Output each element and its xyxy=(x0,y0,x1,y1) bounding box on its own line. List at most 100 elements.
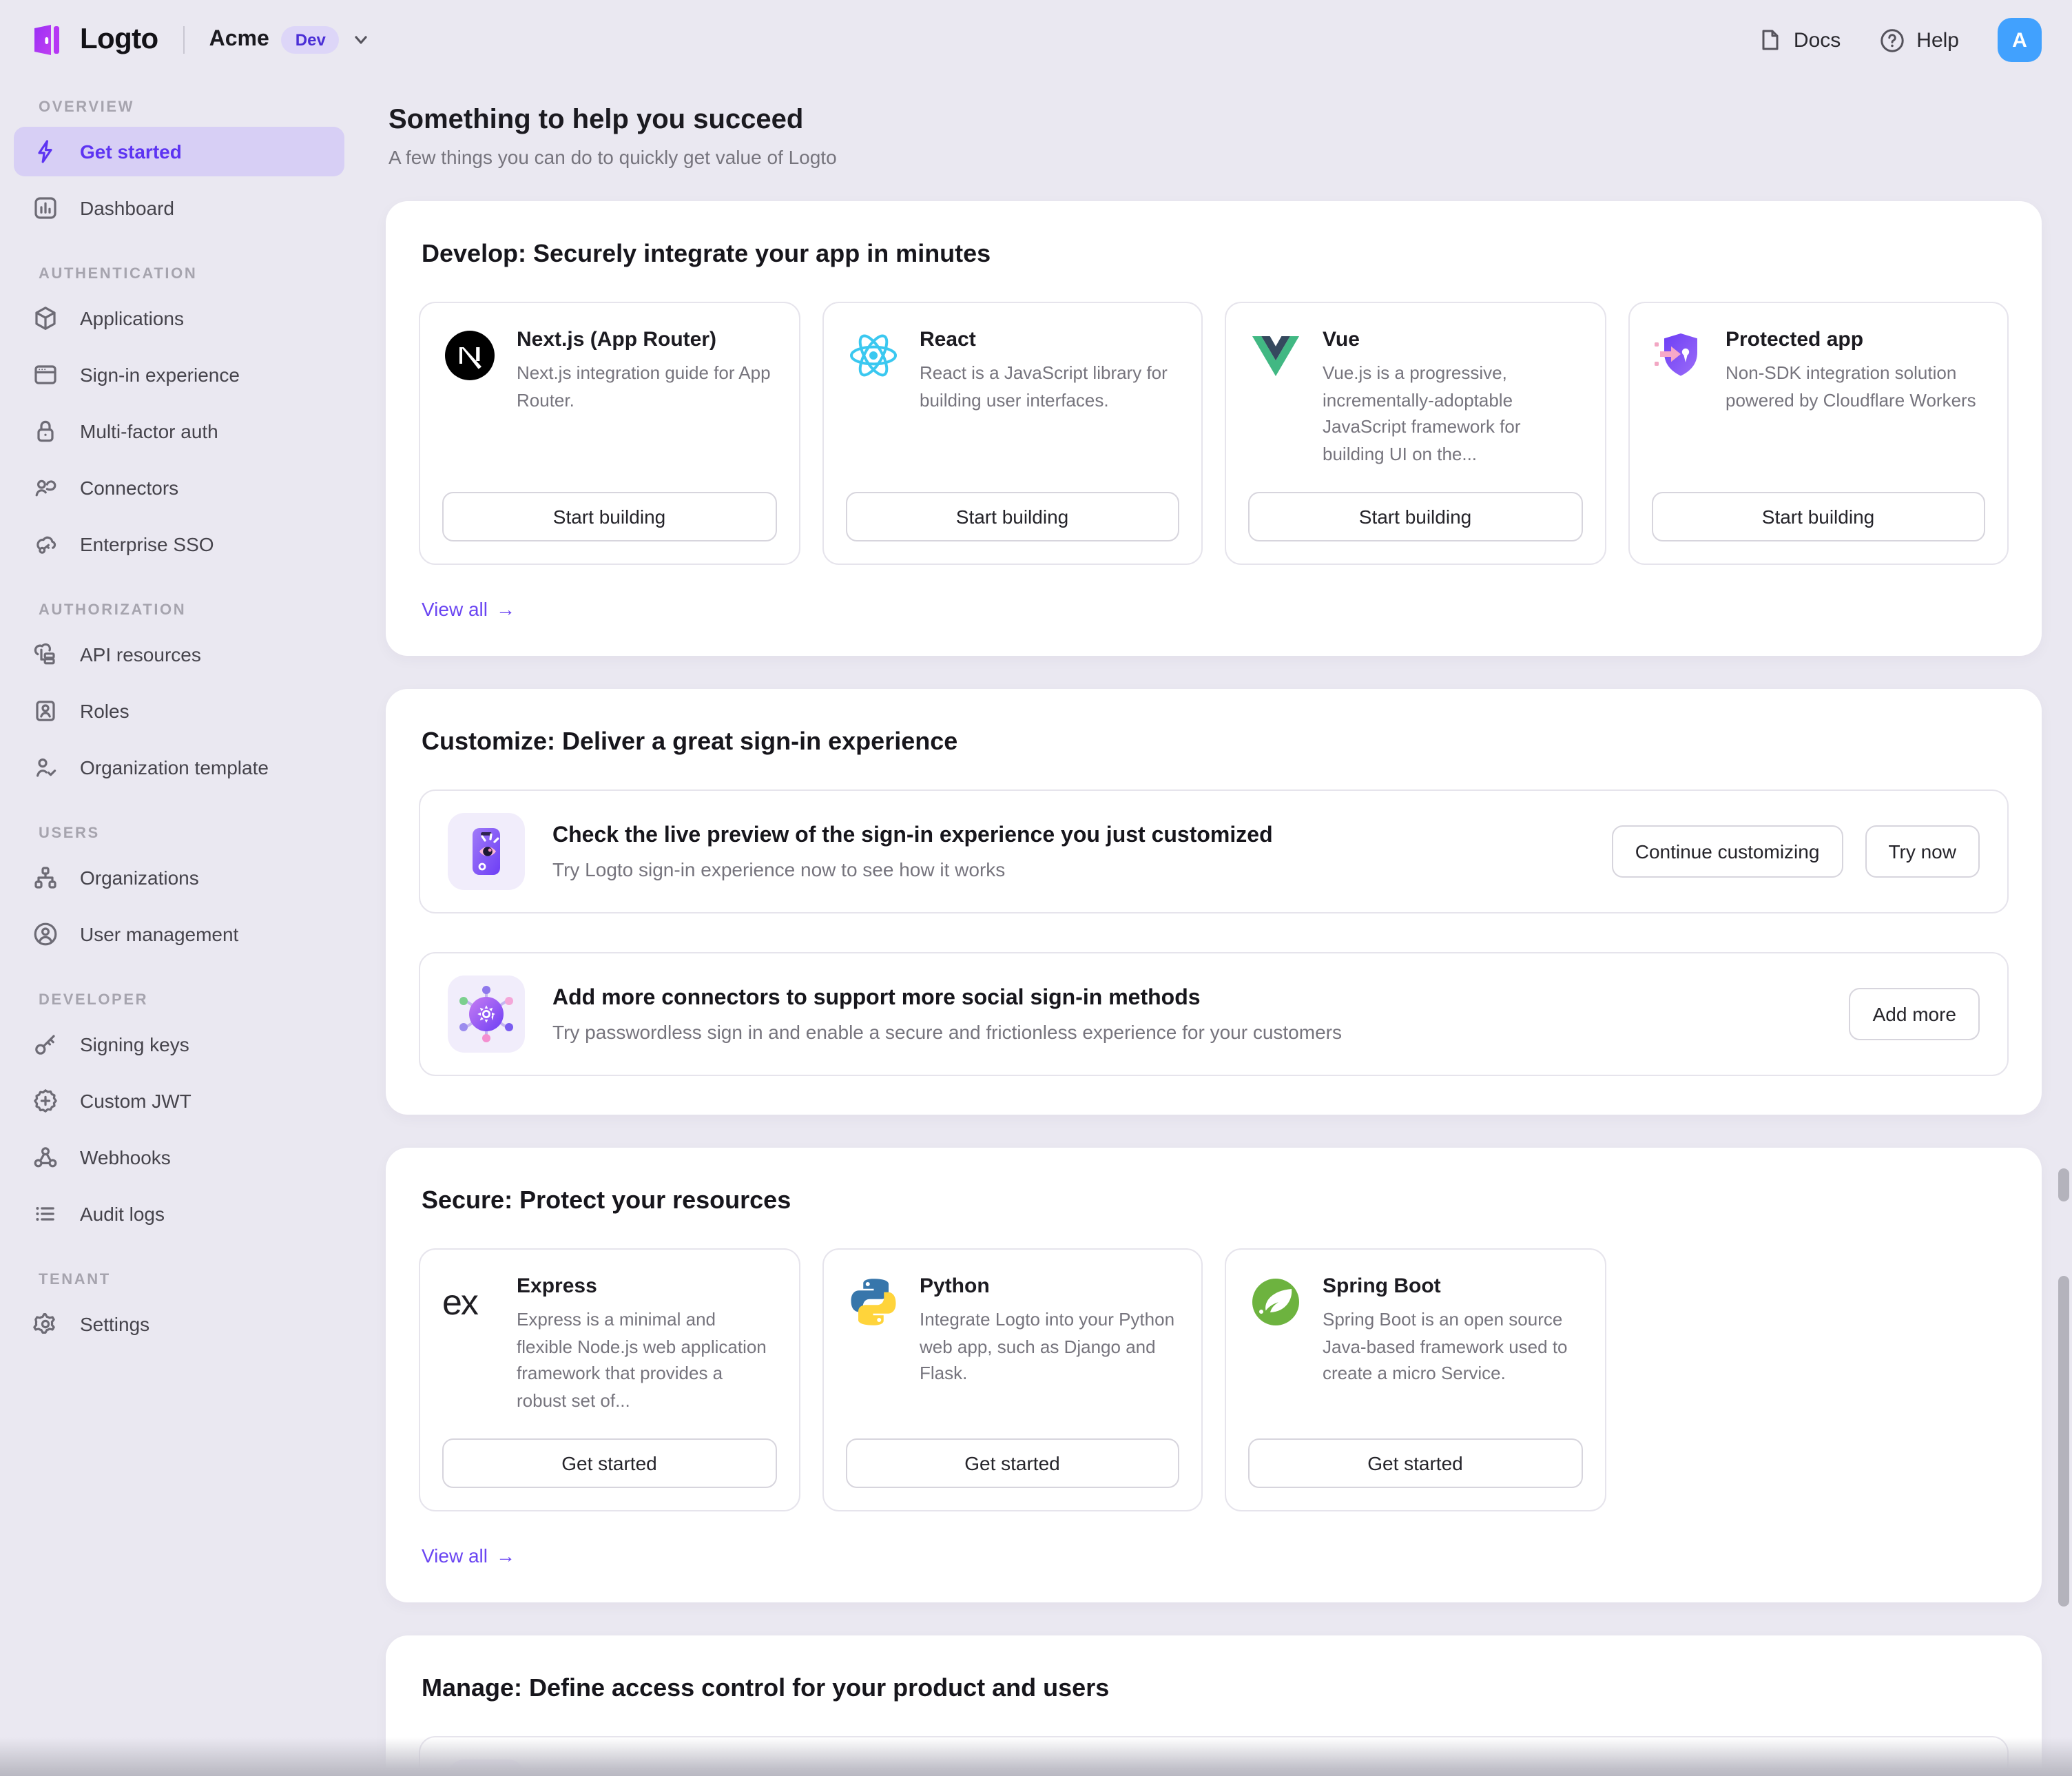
logto-logo[interactable]: Logto xyxy=(30,22,158,58)
page-subtitle: A few things you can do to quickly get v… xyxy=(388,146,837,168)
sidebar-item-signing-keys[interactable]: Signing keys xyxy=(14,1020,344,1069)
react-logo xyxy=(849,334,896,377)
sidebar-item-organizations[interactable]: Organizations xyxy=(14,853,344,902)
get-started-button-spring-boot[interactable]: Get started xyxy=(1248,1438,1582,1488)
sidebar-item-user-management[interactable]: User management xyxy=(14,909,344,959)
develop-card-grid: Next.js (App Router) Next.js integration… xyxy=(419,302,2009,565)
docs-link[interactable]: Docs xyxy=(1758,28,1841,52)
card-description: Next.js integration guide for App Router… xyxy=(517,362,771,410)
spring-boot-logo xyxy=(1252,1279,1299,1325)
card-description: Integrate Logto into your Python web app… xyxy=(920,1309,1175,1383)
docs-label: Docs xyxy=(1793,28,1841,52)
sidebar-item-sign-in-experience[interactable]: Sign-in experience xyxy=(14,350,344,400)
nextjs-logo xyxy=(445,331,495,380)
add-more-button[interactable]: Add more xyxy=(1849,988,1980,1040)
page-title: Something to help you succeed xyxy=(388,105,804,135)
secure-heading: Secure: Protect your resources xyxy=(422,1186,791,1214)
framework-card-vue: Vue Vue.js is a progressive, incremental… xyxy=(1225,302,1606,565)
customize-heading: Customize: Deliver a great sign-in exper… xyxy=(422,727,958,755)
live-preview-row: Check the live preview of the sign-in ex… xyxy=(419,789,2009,913)
user-avatar[interactable]: A xyxy=(1998,18,2042,62)
develop-section: Develop: Securely integrate your app in … xyxy=(386,201,2042,656)
question-circle-icon xyxy=(1881,28,1904,52)
sidebar-item-applications[interactable]: Applications xyxy=(14,293,344,343)
help-link[interactable]: Help xyxy=(1879,27,1959,53)
sidebar-section-tenant: TENANT xyxy=(39,1272,111,1288)
start-building-button-react[interactable]: Start building xyxy=(845,492,1179,541)
get-started-button-express[interactable]: Get started xyxy=(442,1438,776,1488)
id-card-icon xyxy=(36,701,55,721)
vertical-scrollbar-thumb[interactable] xyxy=(2058,1276,2069,1607)
brand-name: Logto xyxy=(80,23,158,55)
sidebar-item-roles[interactable]: Roles xyxy=(14,686,344,736)
document-icon xyxy=(1762,30,1779,50)
sidebar-item-api-resources[interactable]: API resources xyxy=(14,630,344,679)
start-building-button-protected-app[interactable]: Start building xyxy=(1651,492,1985,541)
key-icon xyxy=(35,1035,55,1055)
topbar-actions: Docs Help A xyxy=(1758,18,2042,62)
bar-chart-icon xyxy=(34,197,56,219)
tenant-name: Acme xyxy=(209,28,269,51)
phone-preview-icon xyxy=(448,813,525,890)
sidebar-item-dashboard[interactable]: Dashboard xyxy=(14,183,344,233)
main-content: Something to help you succeed A few thin… xyxy=(358,80,2072,1776)
develop-view-all-link[interactable]: View all → xyxy=(422,598,515,620)
cube-icon xyxy=(35,307,56,330)
sidebar-item-get-started[interactable]: Get started xyxy=(14,127,344,176)
card-title: Vue xyxy=(1323,328,1360,351)
python-logo xyxy=(850,1279,895,1325)
sidebar-item-organization-template[interactable]: Organization template xyxy=(14,743,344,792)
arrow-right-icon: → xyxy=(496,598,515,620)
badge-plus-icon xyxy=(34,1089,57,1113)
card-description: React is a JavaScript library for buildi… xyxy=(920,362,1168,410)
secure-section: Secure: Protect your resources ex Expres… xyxy=(386,1148,2042,1602)
sidebar-item-custom-jwt[interactable]: Custom JWT xyxy=(14,1076,344,1126)
list-icon xyxy=(36,1207,54,1221)
topbar-divider xyxy=(183,26,185,54)
framework-card-react: React React is a JavaScript library for … xyxy=(822,302,1203,565)
logto-door-icon xyxy=(34,25,59,55)
manage-heading: Manage: Define access control for your p… xyxy=(422,1674,1110,1702)
arrow-right-icon: → xyxy=(496,1545,515,1567)
sidebar-item-audit-logs[interactable]: Audit logs xyxy=(14,1189,344,1239)
get-started-button-python[interactable]: Get started xyxy=(845,1438,1179,1488)
help-label: Help xyxy=(1916,28,1959,52)
top-bar: Logto Acme Dev Docs xyxy=(0,0,2072,80)
cloud-key-icon xyxy=(37,536,56,554)
chevron-down-icon xyxy=(355,36,368,44)
framework-card-protected-app: Protected app Non-SDK integration soluti… xyxy=(1628,302,2009,565)
start-building-button-nextjs[interactable]: Start building xyxy=(442,492,776,541)
sidebar-item-connectors[interactable]: Connectors xyxy=(14,463,344,513)
sidebar-item-settings[interactable]: Settings xyxy=(14,1299,344,1349)
start-building-button-vue[interactable]: Start building xyxy=(1248,492,1582,541)
shield-arrow-logo xyxy=(1654,333,1697,376)
row-subtitle: Try passwordless sign in and enable a se… xyxy=(552,1020,1342,1042)
framework-card-python: Python Integrate Logto into your Python … xyxy=(822,1248,1203,1511)
vertical-scrollbar-cap[interactable] xyxy=(2058,1168,2069,1201)
card-description: Express is a minimal and flexible Node.j… xyxy=(517,1309,767,1410)
add-connectors-row: Add more connectors to support more soci… xyxy=(419,952,2009,1076)
secure-view-all-link[interactable]: View all → xyxy=(422,1545,515,1567)
secure-card-grid: ex Express Express is a minimal and flex… xyxy=(419,1248,2009,1511)
webhook-icon xyxy=(34,1147,57,1168)
framework-card-spring-boot: Spring Boot Spring Boot is an open sourc… xyxy=(1225,1248,1606,1511)
develop-heading: Develop: Securely integrate your app in … xyxy=(422,240,991,267)
customize-section: Customize: Deliver a great sign-in exper… xyxy=(386,689,2042,1115)
sidebar-section-authorization: AUTHORIZATION xyxy=(39,602,187,619)
gear-icon xyxy=(33,1313,55,1334)
sidebar-section-overview: OVERVIEW xyxy=(39,99,134,116)
sidebar: OVERVIEW Get started Dashboard AUTHENTIC… xyxy=(0,80,358,1356)
try-now-button[interactable]: Try now xyxy=(1865,825,1980,878)
card-title: Python xyxy=(920,1274,990,1298)
cloud-person-icon xyxy=(35,479,56,497)
continue-customizing-button[interactable]: Continue customizing xyxy=(1611,825,1843,878)
vue-logo xyxy=(1252,336,1299,376)
sidebar-item-multi-factor-auth[interactable]: Multi-factor auth xyxy=(14,406,344,456)
sidebar-item-enterprise-sso[interactable]: Enterprise SSO xyxy=(14,519,344,569)
card-title: Next.js (App Router) xyxy=(517,328,717,351)
sidebar-item-webhooks[interactable]: Webhooks xyxy=(14,1133,344,1182)
row-title: Check the live preview of the sign-in ex… xyxy=(552,823,1273,847)
tenant-selector[interactable]: Acme Dev xyxy=(209,26,371,54)
horizontal-scrollbar[interactable] xyxy=(0,1737,2072,1776)
sidebar-section-developer: DEVELOPER xyxy=(39,992,149,1009)
